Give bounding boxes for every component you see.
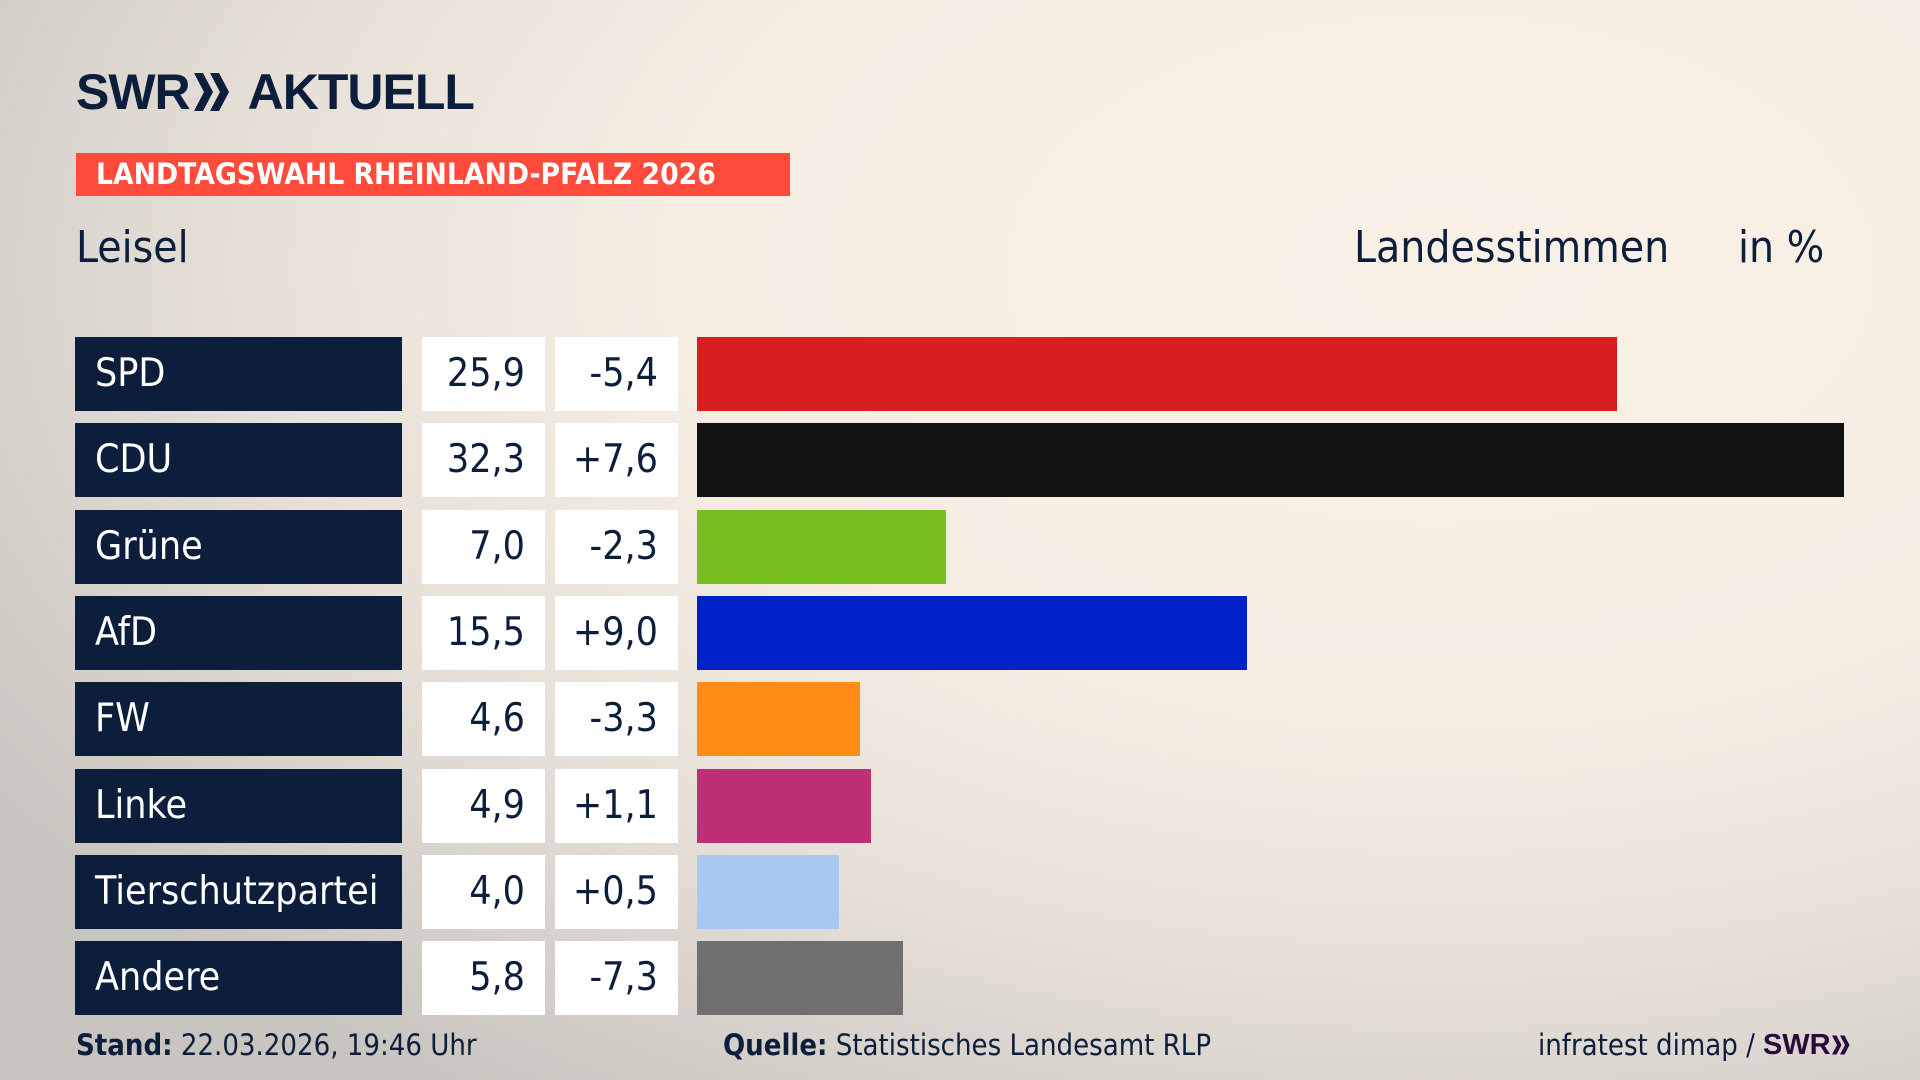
party-name: Andere: [75, 941, 402, 1016]
logo-aktuell: AKTUELL: [247, 64, 475, 120]
vote-change: -5,4: [555, 337, 678, 411]
vote-share: 7,0: [422, 509, 545, 584]
bar-spd: [697, 337, 1617, 411]
vote-share: 15,5: [422, 595, 545, 670]
bar-linke: [697, 768, 871, 843]
bar-afd: [697, 595, 1248, 670]
result-row: Andere 5,8 -7,3: [0, 941, 1920, 1016]
party-name: SPD: [75, 337, 402, 411]
result-row: Grüne 7,0 -2,3: [0, 509, 1920, 584]
timestamp: Stand: 22.03.2026, 19:46 Uhr: [76, 1028, 477, 1062]
vote-change: +9,0: [555, 595, 678, 670]
result-row: AfD 15,5 +9,0: [0, 595, 1920, 670]
vote-share: 32,3: [422, 423, 545, 498]
result-row: Linke 4,9 +1,1: [0, 768, 1920, 843]
double-chevron-icon: [193, 73, 229, 111]
vote-share: 4,6: [422, 682, 545, 757]
credit: infratest dimap / SWR: [1538, 1028, 1851, 1062]
vote-change: -2,3: [555, 509, 678, 584]
vote-change: +7,6: [555, 423, 678, 498]
bar-cdu: [697, 423, 1844, 498]
unit-label: in %: [1738, 222, 1825, 273]
vote-change: -7,3: [555, 941, 678, 1016]
result-row: FW 4,6 -3,3: [0, 682, 1920, 757]
bar-andere: [697, 941, 903, 1016]
vote-share: 5,8: [422, 941, 545, 1016]
result-row: CDU 32,3 +7,6: [0, 423, 1920, 498]
bar-tierschutzpartei: [697, 854, 840, 929]
vote-share: 4,0: [422, 854, 545, 929]
double-chevron-icon: [1831, 1035, 1850, 1055]
party-name: Grüne: [75, 509, 402, 584]
bar-fw: [697, 682, 861, 757]
party-name: FW: [75, 682, 402, 757]
vote-share: 4,9: [422, 768, 545, 843]
party-name: Tierschutzpartei: [75, 854, 402, 929]
party-name: AfD: [75, 595, 402, 670]
party-name: CDU: [75, 423, 402, 498]
party-name: Linke: [75, 768, 402, 843]
vote-share: 25,9: [422, 337, 545, 411]
vote-change: +0,5: [555, 854, 678, 929]
swr-aktuell-logo: SWR AKTUELL: [76, 64, 475, 120]
election-banner: LANDTAGSWAHL RHEINLAND-PFALZ 2026: [76, 153, 790, 196]
result-row: Tierschutzpartei 4,0 +0,5: [0, 854, 1920, 929]
place-name: Leisel: [76, 222, 189, 273]
logo-swr: SWR: [76, 64, 191, 120]
measure-label: Landesstimmen: [1354, 222, 1670, 273]
bar-grne: [697, 509, 946, 584]
result-row: SPD 25,9 -5,4: [0, 337, 1920, 411]
source: Quelle: Statistisches Landesamt RLP: [723, 1028, 1212, 1062]
vote-change: +1,1: [555, 768, 678, 843]
vote-change: -3,3: [555, 682, 678, 757]
